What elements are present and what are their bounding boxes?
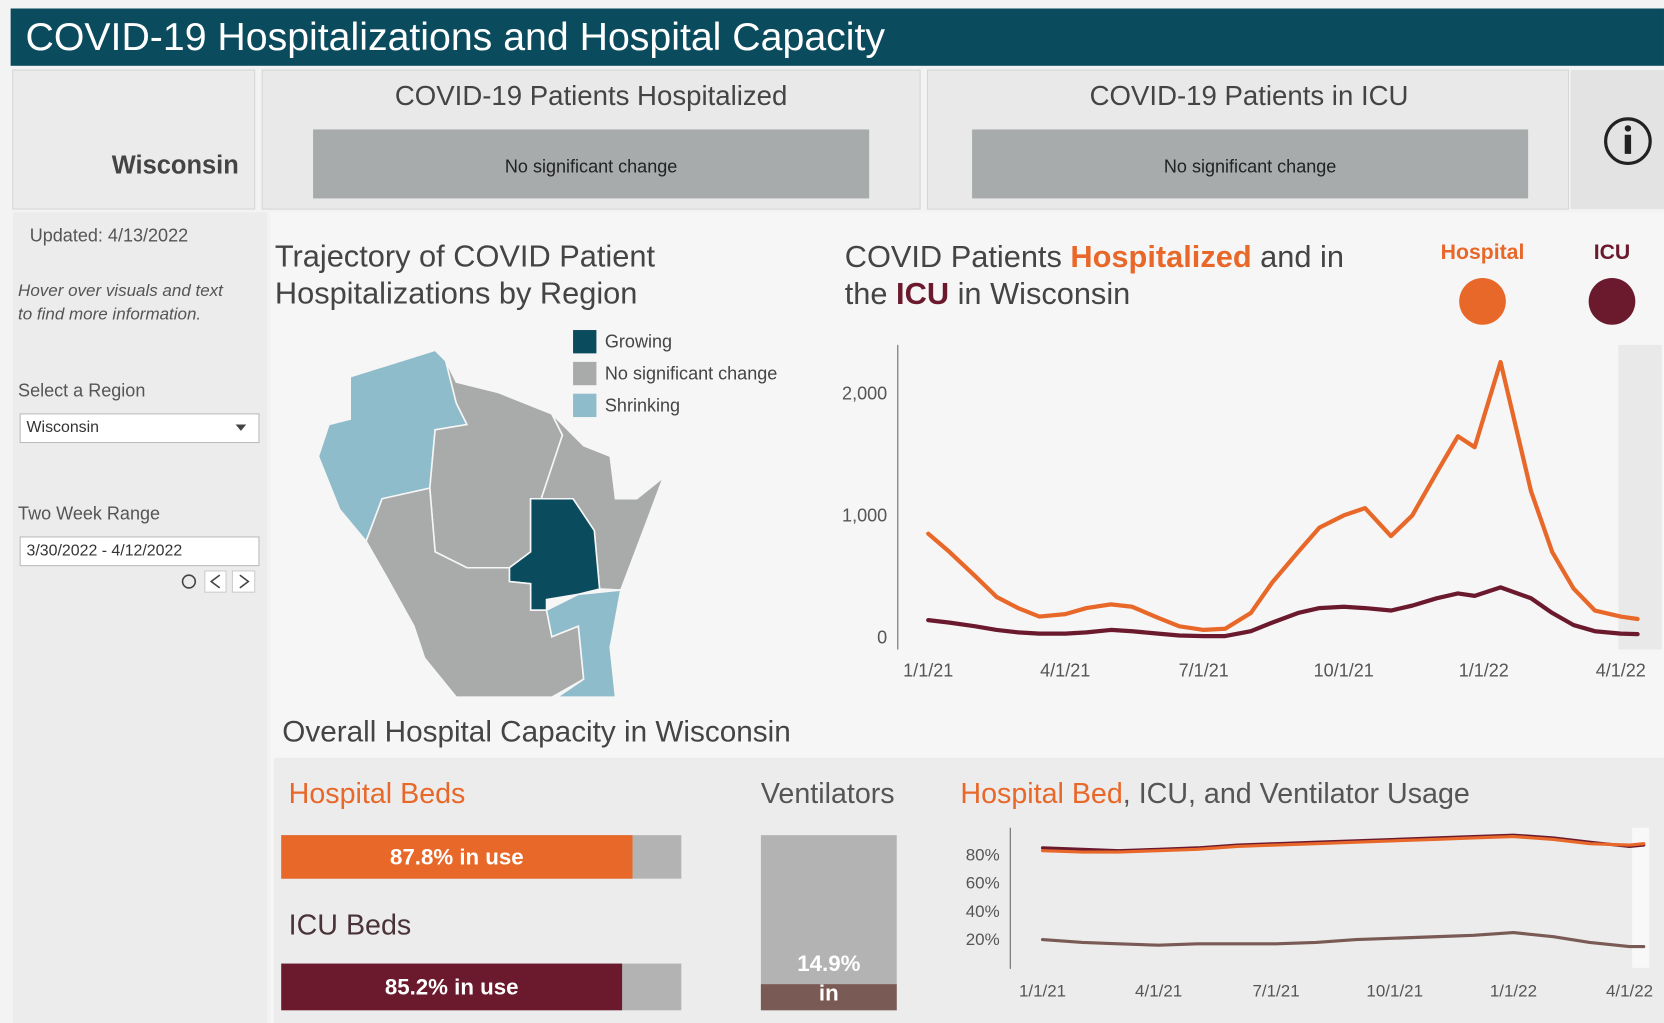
x-tick-label: 4/1/21 — [1135, 982, 1182, 1001]
sidebar — [12, 212, 268, 1023]
y-tick-label: 2,000 — [842, 384, 887, 404]
title-part: , ICU, and Ventilator Usage — [1123, 778, 1470, 810]
range-next[interactable] — [231, 570, 256, 593]
updated: Updated: 4/13/2022 — [30, 226, 188, 246]
chart-title: COVID Patients Hospitalized and in the IC… — [845, 238, 1344, 310]
x-tick-label: 1/1/22 — [1459, 661, 1509, 681]
x-tick-label: 10/1/21 — [1314, 661, 1374, 681]
y-tick-label: 60% — [966, 874, 1000, 893]
gauge-fill — [760, 984, 897, 1011]
gauge-title: ICU Beds — [289, 909, 412, 941]
region-map[interactable] — [317, 349, 666, 699]
x-tick-label: 4/1/22 — [1606, 982, 1653, 1001]
region-value: Wisconsin — [27, 419, 99, 436]
region-name: Wisconsin — [112, 152, 239, 180]
legend-label: No significant change — [605, 364, 777, 384]
gauge-label: 85.2% in use — [385, 974, 519, 999]
status-box — [313, 129, 870, 199]
card-title: COVID-19 Patients Hospitalized — [395, 80, 787, 111]
gauge-fill — [281, 963, 623, 1011]
series-line — [1040, 930, 1646, 949]
title-part: in Wisconsin — [949, 275, 1130, 310]
x-tick-label: 1/1/21 — [903, 661, 953, 681]
series-line — [926, 585, 1640, 639]
range-prev[interactable] — [204, 570, 227, 593]
card-status: No significant change — [1164, 157, 1336, 177]
x-tick-label: 7/1/21 — [1252, 982, 1299, 1001]
legend-marker — [1459, 278, 1506, 325]
header-title: COVID-19 Hospitalizations and Hospital C… — [25, 15, 885, 59]
capacity-title: Overall Hospital Capacity in Wisconsin — [282, 716, 790, 749]
gauge-label: 14.9% in use — [797, 951, 861, 1007]
map-title: Hospitalizations by Region — [275, 275, 638, 310]
legend-label: Shrinking — [605, 395, 680, 415]
gauge-fill — [281, 835, 633, 879]
legend-label: Hospital — [1441, 241, 1525, 264]
legend-swatch — [573, 361, 597, 386]
range-reset[interactable] — [181, 574, 197, 589]
gauge-label: 87.8% in use — [390, 844, 524, 869]
hint: Hover over visuals and text to find more… — [18, 282, 223, 324]
x-tick-label: 7/1/21 — [1179, 661, 1229, 681]
hint-box: Hover over visuals and text to find more… — [18, 282, 223, 324]
card-status: No significant change — [505, 157, 677, 177]
legend-label: Growing — [605, 332, 672, 352]
y-tick-label: 20% — [966, 930, 1000, 949]
title-part: and in — [1252, 238, 1344, 273]
x-tick-label: 4/1/21 — [1040, 661, 1090, 681]
y-tick-label: 1,000 — [842, 505, 887, 525]
map-title: Trajectory of COVID Patient — [275, 238, 656, 273]
series-line — [1040, 834, 1646, 854]
legend-marker — [1588, 278, 1636, 325]
region-label: Select a Region — [18, 381, 145, 401]
legend-label: ICU — [1594, 241, 1631, 264]
status-box — [972, 129, 1529, 199]
legend-swatch — [573, 393, 597, 418]
gauge-title: Hospital Beds — [289, 778, 466, 810]
series-line — [926, 359, 1640, 633]
y-tick-label: 40% — [966, 902, 1000, 921]
header-bar — [10, 8, 1664, 66]
gauge-title: Ventilators — [761, 778, 895, 810]
highlight-band — [1632, 827, 1650, 968]
title-part: Hospital Bed — [960, 778, 1122, 810]
x-tick-label: 10/1/21 — [1366, 982, 1423, 1001]
title-part: ICU — [896, 275, 949, 310]
gauge-track — [760, 835, 897, 1011]
range-value: 3/30/2022 - 4/12/2022 — [27, 542, 183, 559]
legend-swatch — [573, 330, 597, 354]
x-tick-label: 1/1/21 — [1019, 982, 1066, 1001]
region-box — [12, 69, 256, 210]
info-box — [1570, 70, 1664, 210]
x-tick-label: 1/1/22 — [1490, 982, 1537, 1001]
info-icon[interactable] — [1604, 117, 1652, 166]
chart-title: Hospital Bed, ICU, and Ventilator Usage — [960, 778, 1469, 810]
range-label: Two Week Range — [18, 504, 160, 524]
region-dropdown[interactable]: Wisconsin — [19, 413, 260, 444]
title-part: Hospitalized — [1070, 238, 1251, 273]
y-tick-label: 0 — [877, 627, 887, 647]
range-input[interactable]: 3/30/2022 - 4/12/2022 — [19, 536, 260, 567]
y-tick-label: 80% — [966, 845, 1000, 864]
map-region[interactable] — [545, 589, 622, 699]
title-part: the — [845, 275, 896, 310]
x-tick-label: 4/1/22 — [1596, 661, 1646, 681]
card-title: COVID-19 Patients in ICU — [1090, 80, 1409, 111]
gauge-label-box: 14.9% in use — [797, 951, 861, 1007]
highlight-band — [1618, 344, 1662, 650]
title-part: COVID Patients — [845, 238, 1071, 273]
